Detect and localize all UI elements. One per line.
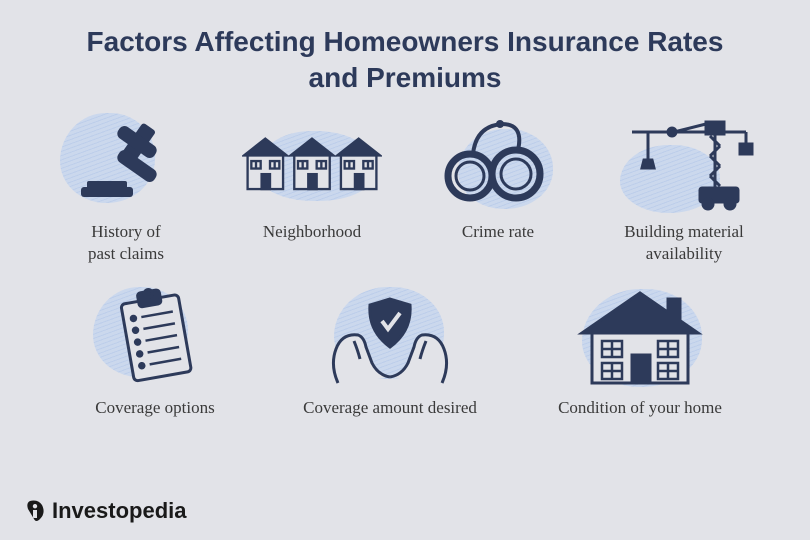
houses-icon xyxy=(242,117,382,207)
infographic-grid: History ofpast claims xyxy=(0,107,810,419)
factor-history: History ofpast claims xyxy=(36,107,216,265)
clipboard-icon xyxy=(105,285,205,390)
factor-label: Condition of your home xyxy=(558,397,722,419)
handcuffs-icon xyxy=(438,114,558,209)
gavel-icon xyxy=(71,117,181,207)
house-icon xyxy=(570,285,710,390)
factor-label: Crime rate xyxy=(462,221,534,243)
factor-neighborhood: Neighborhood xyxy=(222,107,402,265)
crane-icon xyxy=(614,112,754,212)
page-title: Factors Affecting Homeowners Insurance R… xyxy=(0,0,810,107)
investopedia-mark-icon xyxy=(24,499,48,523)
factor-label: Neighborhood xyxy=(263,221,361,243)
factor-label: Coverage amount desired xyxy=(303,397,477,419)
factor-condition: Condition of your home xyxy=(535,283,745,419)
factor-coverage-options: Coverage options xyxy=(65,283,245,419)
factor-label: History ofpast claims xyxy=(88,221,164,265)
factor-crime: Crime rate xyxy=(408,107,588,265)
brand-name: Investopedia xyxy=(52,498,186,524)
factor-material: Building materialavailability xyxy=(594,107,774,265)
brand-logo: Investopedia xyxy=(24,498,186,524)
factor-coverage-amount: Coverage amount desired xyxy=(280,283,500,419)
factor-label: Coverage options xyxy=(95,397,214,419)
factor-label: Building materialavailability xyxy=(624,221,743,265)
shield-hands-icon xyxy=(310,285,470,390)
